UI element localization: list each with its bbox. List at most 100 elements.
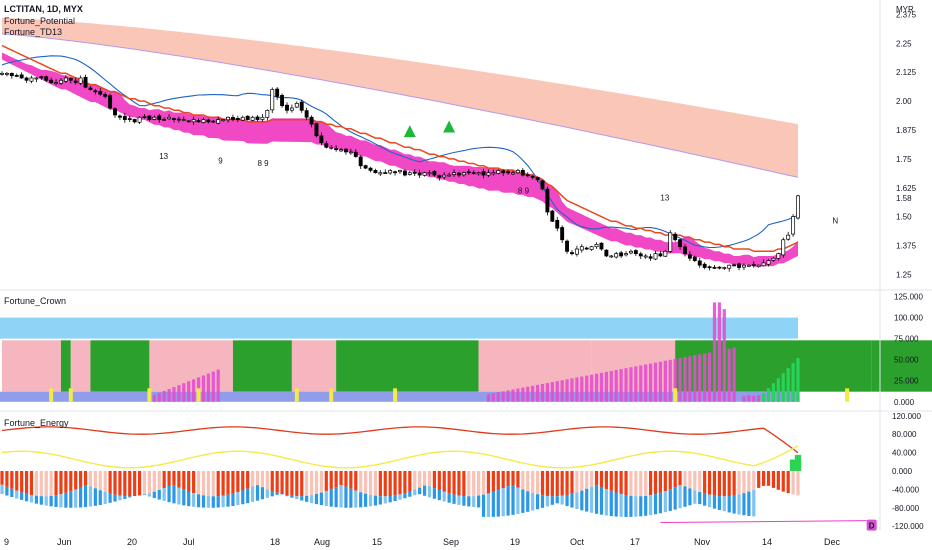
td-count-marker: 8 9 [258, 159, 270, 168]
energy-upper-bar [786, 471, 790, 494]
energy-lower-bar [221, 495, 225, 508]
candle-up [201, 119, 206, 123]
price-axis-tick: 1.375 [896, 242, 917, 251]
crown-bar [590, 374, 594, 402]
energy-upper-bar [201, 471, 206, 496]
crown-green-bar [762, 393, 766, 402]
energy-axis-tick: -80.000 [892, 504, 920, 513]
candle-down [717, 266, 722, 269]
candle-down [44, 76, 49, 81]
candle-down [751, 264, 756, 266]
energy-lower-bar [167, 485, 171, 503]
crown-green-regime [675, 340, 872, 392]
candle-down [393, 171, 398, 174]
energy-upper-bar [93, 471, 97, 489]
energy-upper-bar [324, 471, 328, 491]
candle-up [624, 253, 628, 256]
energy-lower-bar [727, 496, 731, 513]
candle-down [545, 188, 550, 213]
fortune-energy-pane[interactable]: D [0, 426, 877, 531]
candle-up [771, 257, 776, 261]
bollinger-line [1, 55, 799, 249]
crown-bar [540, 383, 545, 402]
energy-lower-bar [403, 493, 407, 499]
candle-up [167, 116, 172, 120]
price-axis-tick: 1.875 [896, 126, 917, 135]
crown-bar [732, 347, 736, 402]
candle-up [181, 119, 186, 121]
energy-upper-bar [137, 471, 142, 496]
indicator-label[interactable]: Fortune_TD13 [4, 27, 62, 37]
energy-lower-bar [570, 493, 574, 508]
candle-down [309, 116, 314, 125]
energy-lower-bar [309, 495, 314, 504]
candle-down [172, 118, 176, 120]
energy-lower-bar [413, 489, 417, 496]
energy-upper-bar [83, 471, 88, 486]
energy-lower-bar [29, 494, 34, 503]
energy-axis-tick: -120.000 [892, 522, 924, 531]
crown-pink-regime [291, 340, 337, 392]
candle-down [314, 123, 319, 137]
candle-down [692, 256, 697, 261]
candle-down [702, 263, 707, 268]
candle-up [761, 262, 766, 267]
energy-upper-bar [295, 471, 299, 497]
energy-red-line [1, 426, 799, 454]
energy-lower-bar [457, 495, 461, 505]
energy-lower-bar [10, 488, 14, 498]
candle-up [461, 172, 466, 176]
energy-upper-bar [658, 471, 663, 493]
crown-bar [727, 348, 731, 402]
crown-yellow-marker [68, 388, 73, 402]
candle-up [515, 170, 520, 174]
crown-pane-title[interactable]: Fortune_Crown [4, 296, 66, 306]
energy-lower-bar [295, 496, 299, 500]
currency-label: MYR [896, 5, 914, 14]
energy-upper-bar [221, 471, 225, 496]
candle-up [722, 267, 727, 269]
energy-upper-bar [678, 471, 682, 486]
price-axis-tick: 1.58 [896, 194, 912, 203]
crown-bar [201, 375, 206, 402]
buy-signal-triangle [403, 125, 416, 138]
indicator-label[interactable]: Fortune_Potential [4, 16, 75, 26]
energy-lower-bar [629, 495, 633, 517]
energy-lower-bar [477, 495, 481, 508]
energy-upper-bar [260, 471, 265, 488]
energy-upper-bar [757, 471, 761, 488]
energy-upper-bar [29, 471, 34, 495]
candle-down [560, 227, 565, 241]
energy-upper-bar [437, 471, 441, 491]
candle-down [604, 249, 609, 257]
energy-lower-bar [693, 490, 697, 504]
energy-upper-bar [462, 471, 466, 497]
energy-upper-bar [771, 471, 776, 488]
crown-bar [177, 385, 181, 402]
time-axis-tick: 19 [510, 537, 520, 547]
energy-lower-bar [118, 495, 122, 501]
candle-down [275, 88, 280, 97]
candle-down [437, 175, 442, 178]
candle-up [776, 253, 781, 259]
energy-upper-bar [639, 471, 643, 497]
fortune-crown-pane[interactable] [0, 302, 932, 402]
energy-lower-bar [216, 496, 220, 508]
energy-lower-bar [506, 486, 510, 516]
candle-down [432, 171, 437, 176]
candle-down [142, 116, 147, 119]
crown-yellow-marker [196, 388, 201, 402]
energy-upper-bar [0, 471, 4, 485]
energy-upper-bar [668, 471, 672, 490]
candle-down [373, 170, 378, 174]
energy-pane-title[interactable]: Fortune_Energy [4, 418, 69, 428]
crown-green-regime [60, 340, 71, 392]
candle-down [196, 120, 201, 123]
crown-green-bar [786, 368, 790, 402]
energy-lower-bar [319, 492, 323, 506]
symbol-title[interactable]: LCTITAN, 1D, MYX [4, 4, 83, 14]
energy-upper-bar [496, 471, 500, 491]
energy-lower-bar [717, 496, 721, 510]
